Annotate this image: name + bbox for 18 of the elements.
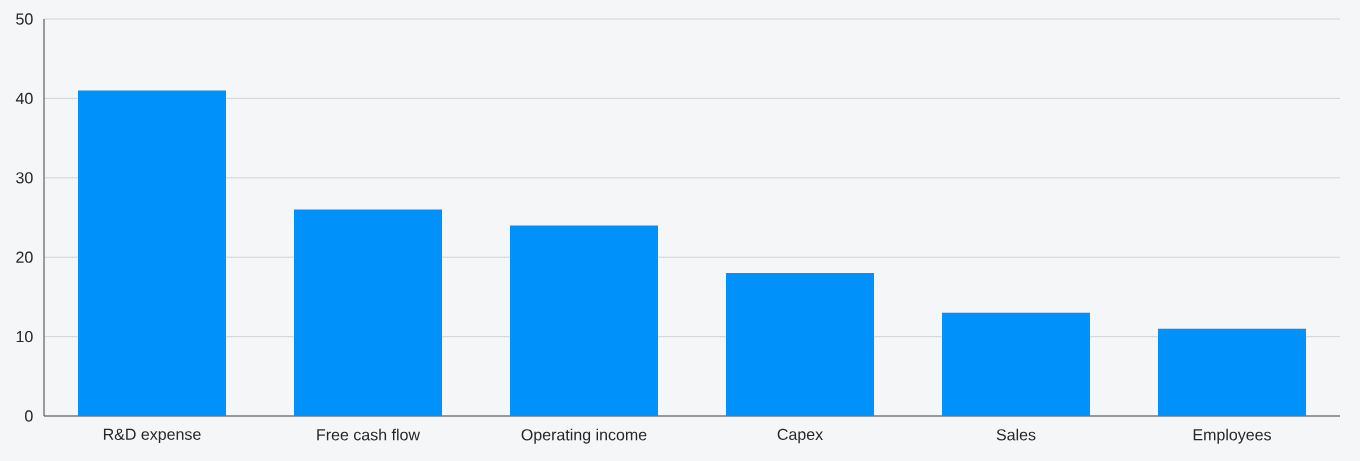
bar [726, 273, 875, 416]
y-tick-label: 0 [25, 410, 33, 422]
y-tick-label: 10 [16, 330, 33, 343]
x-tick-label: Free cash flow [317, 428, 421, 441]
y-tick-label: 30 [16, 172, 33, 184]
x-tick-label: Sales [996, 428, 1036, 441]
x-tick-label: Operating income [521, 428, 647, 444]
x-tick-label: Employees [1193, 428, 1271, 444]
x-tick-label: R&D expense [103, 428, 201, 444]
bar [78, 90, 226, 416]
y-tick-label: 20 [16, 251, 33, 263]
bar [942, 312, 1091, 416]
y-tick-label: 40 [15, 92, 33, 105]
y-tick-label: 50 [16, 13, 33, 25]
bar [510, 225, 658, 416]
bar [294, 209, 443, 416]
bar [1158, 328, 1307, 416]
x-tick-label: Capex [777, 428, 823, 444]
